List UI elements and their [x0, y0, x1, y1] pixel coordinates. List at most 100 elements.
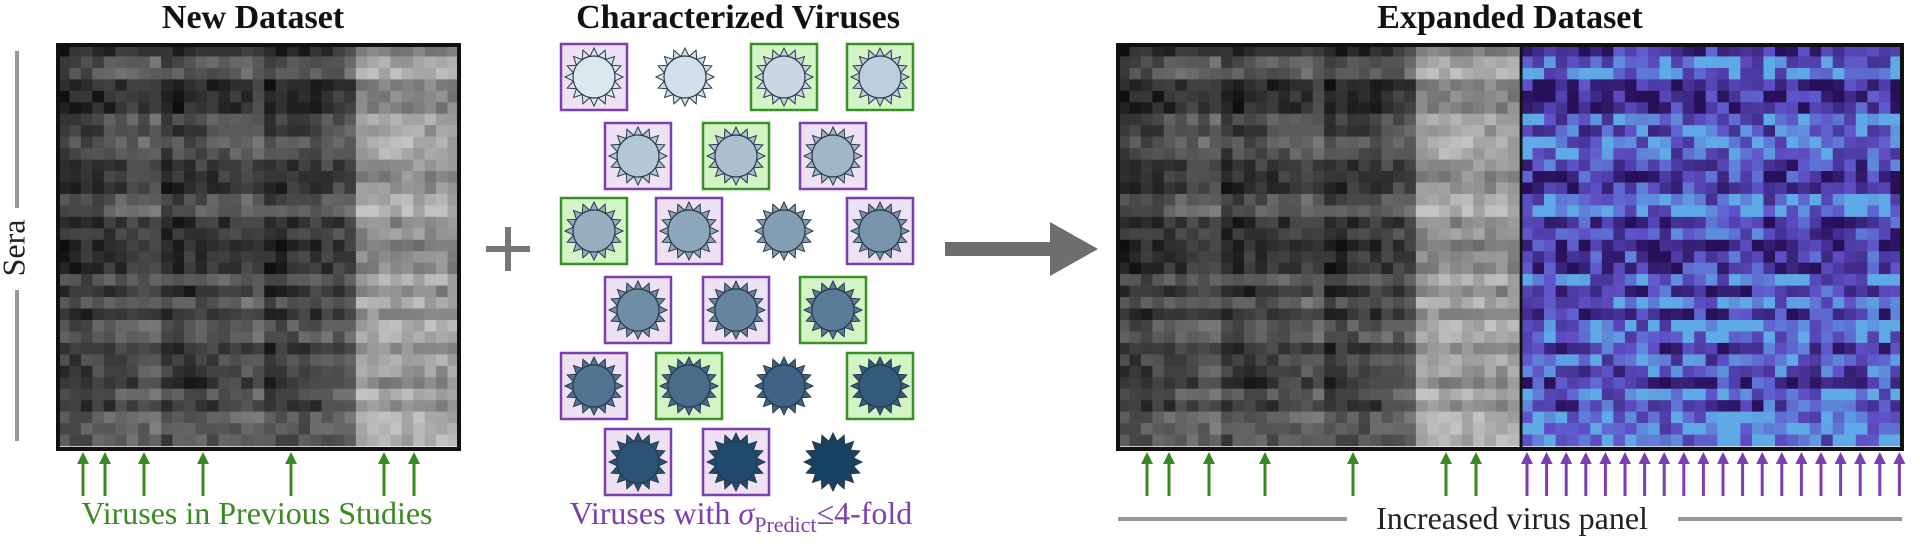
cell	[355, 319, 368, 332]
cell	[1312, 262, 1325, 275]
cell	[80, 205, 93, 218]
cell	[413, 285, 425, 298]
cell	[80, 319, 93, 332]
cell	[172, 342, 185, 355]
cell	[332, 159, 345, 172]
cell	[310, 365, 322, 378]
cell	[1890, 365, 1903, 378]
cell	[1521, 388, 1533, 401]
cell	[241, 274, 254, 286]
cell	[1751, 434, 1764, 447]
cell	[1427, 434, 1440, 447]
cell	[1855, 377, 1868, 390]
cell	[1289, 205, 1302, 218]
cell	[1694, 45, 1707, 57]
cell	[1832, 342, 1845, 355]
cell	[229, 274, 242, 286]
cell	[1555, 148, 1568, 160]
cell	[1532, 90, 1545, 103]
cell	[241, 56, 254, 69]
cell	[1266, 125, 1279, 137]
cell	[1555, 377, 1568, 390]
cell	[1335, 434, 1348, 447]
cell	[218, 159, 231, 172]
cell	[149, 148, 162, 160]
cell	[1601, 193, 1614, 206]
cell	[1404, 102, 1417, 115]
cell	[1438, 365, 1451, 378]
cell	[80, 274, 93, 286]
cell	[1682, 90, 1695, 103]
cell	[1484, 354, 1497, 367]
cell	[1496, 274, 1508, 286]
cell	[367, 354, 380, 367]
cell	[1152, 79, 1165, 92]
cell	[1601, 148, 1614, 160]
cell	[1821, 239, 1834, 252]
cell	[1415, 354, 1428, 367]
cell	[321, 56, 334, 69]
cell	[172, 400, 185, 412]
cell	[1358, 193, 1371, 206]
cell	[1415, 67, 1428, 80]
cell	[1255, 354, 1268, 367]
cell	[1855, 262, 1868, 275]
cell	[1312, 216, 1325, 229]
cell	[1278, 90, 1291, 103]
cell	[275, 331, 288, 344]
cell	[1381, 434, 1394, 447]
cell	[1496, 79, 1508, 92]
cell	[287, 45, 299, 57]
cell	[1821, 365, 1834, 378]
cell	[1832, 400, 1845, 412]
cell	[321, 193, 334, 206]
cell	[1140, 342, 1153, 355]
cell	[1890, 308, 1903, 321]
cell	[1244, 90, 1256, 103]
cell	[1532, 125, 1545, 137]
cell	[1809, 297, 1822, 309]
cell	[1855, 400, 1868, 412]
cell	[1221, 285, 1233, 298]
cell	[1821, 331, 1834, 344]
cell	[1671, 148, 1683, 160]
cell	[1682, 182, 1695, 195]
cell	[184, 148, 196, 160]
cell	[436, 388, 448, 401]
cell	[1175, 136, 1188, 149]
cell	[1289, 354, 1302, 367]
cell	[103, 193, 116, 206]
cell	[1392, 308, 1405, 321]
cell	[1324, 251, 1336, 263]
cell	[1198, 388, 1210, 401]
cell	[447, 125, 460, 137]
cell	[1324, 423, 1336, 435]
cell	[1624, 56, 1637, 69]
cell	[1613, 411, 1626, 424]
cell	[1775, 136, 1787, 149]
cell	[1232, 216, 1245, 229]
cell	[264, 148, 276, 160]
cell	[1255, 171, 1268, 183]
cell	[332, 319, 345, 332]
cell	[298, 216, 311, 229]
cell	[172, 228, 185, 241]
cell	[436, 182, 448, 195]
cell	[1717, 67, 1730, 80]
cell	[1496, 182, 1508, 195]
cell	[1496, 354, 1508, 367]
cell	[1438, 297, 1451, 309]
cell	[1648, 297, 1660, 309]
virus-body	[714, 440, 758, 484]
cell	[1473, 79, 1485, 92]
cell	[1370, 56, 1382, 69]
cell	[1613, 228, 1626, 241]
cell	[241, 67, 254, 80]
cell	[138, 193, 150, 206]
cell	[401, 331, 414, 344]
cell	[1763, 308, 1776, 321]
cell	[1484, 331, 1497, 344]
cell	[1404, 182, 1417, 195]
cell	[1266, 102, 1279, 115]
cell	[1694, 262, 1707, 275]
